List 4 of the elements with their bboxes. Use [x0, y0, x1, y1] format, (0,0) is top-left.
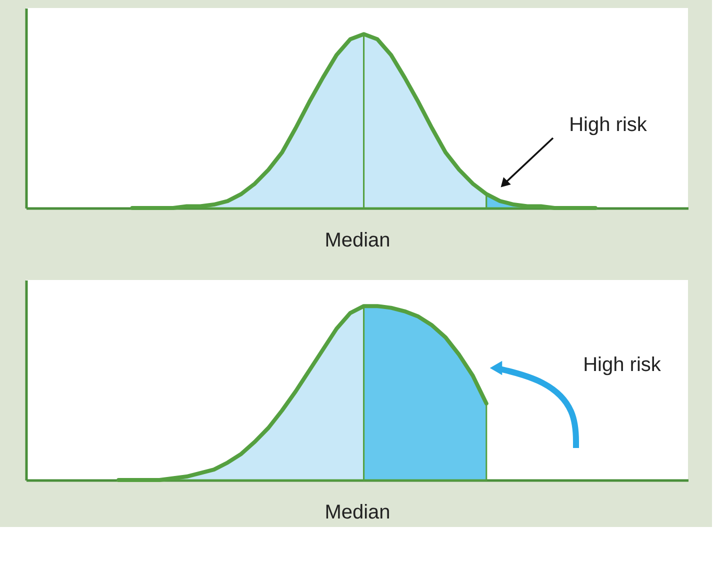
annotation: High risk: [583, 354, 662, 376]
annotation: High risk: [569, 114, 648, 136]
x-axis-title: Median: [324, 230, 390, 252]
x-axis-title: Median: [324, 502, 390, 524]
